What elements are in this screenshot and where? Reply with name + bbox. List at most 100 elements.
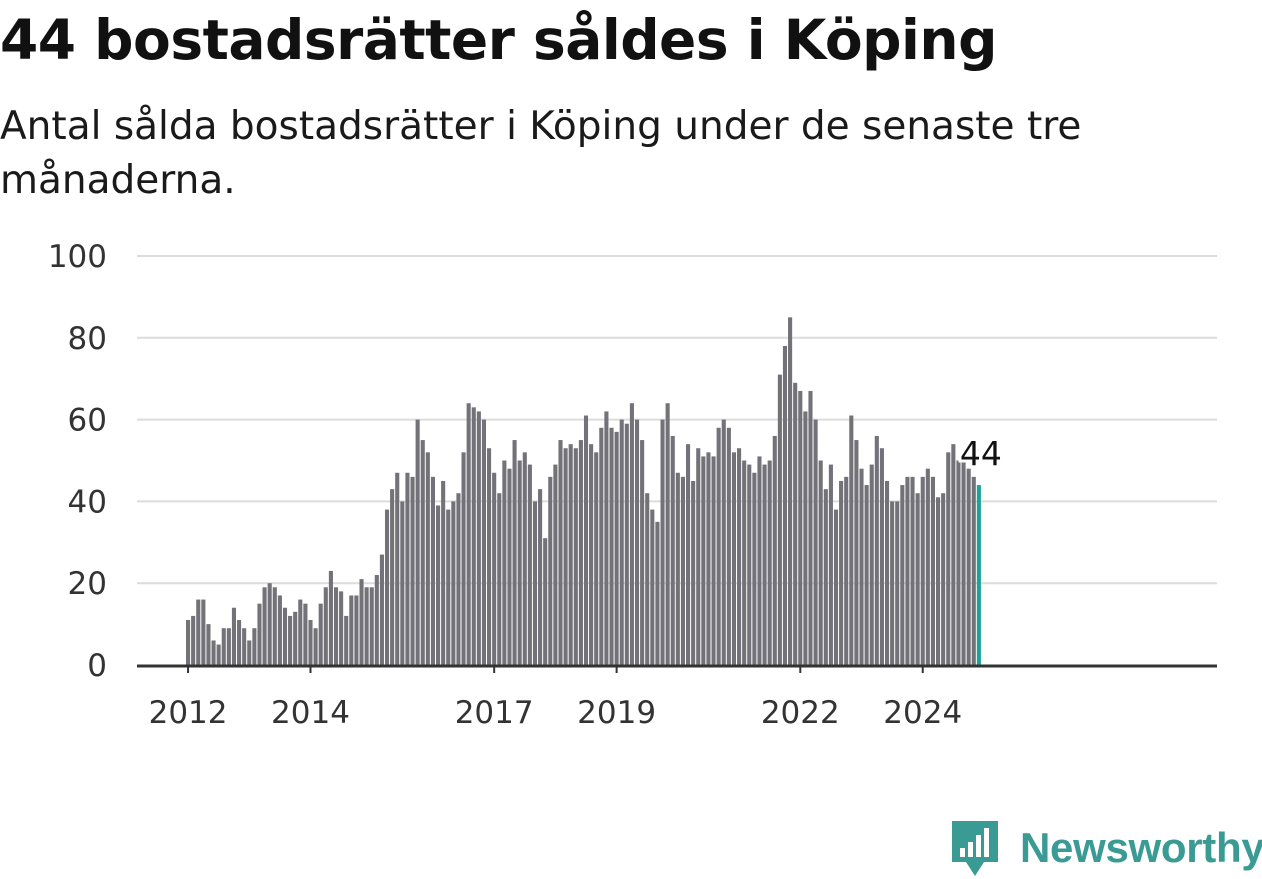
bar (558, 440, 563, 665)
bar (476, 411, 481, 665)
y-tick-label: 0 (87, 648, 107, 684)
bar-latest (976, 485, 981, 665)
bar (614, 431, 619, 665)
bar (221, 628, 226, 665)
bar (282, 607, 288, 665)
bar (670, 435, 675, 665)
chart-title: 44 bostadsrätter såldes i Köping (0, 8, 997, 72)
bar (910, 476, 915, 665)
bar (237, 620, 242, 665)
bar (578, 440, 583, 665)
bar (731, 452, 737, 665)
bar (553, 464, 558, 665)
bar (364, 587, 369, 665)
bar (793, 382, 798, 665)
bar (696, 448, 701, 665)
bar (451, 501, 456, 665)
bar (772, 435, 777, 665)
bar (517, 460, 522, 665)
bar (583, 415, 589, 665)
bar (655, 521, 660, 665)
grid-lines (137, 255, 1217, 585)
bar (777, 374, 782, 665)
bar (471, 407, 476, 665)
newsworthy-logo-icon (952, 821, 998, 876)
x-tick-label: 2019 (577, 695, 656, 731)
bar (869, 464, 874, 665)
bar (507, 468, 512, 665)
bar (828, 464, 833, 665)
bar (349, 595, 354, 665)
bar (522, 452, 527, 665)
bar (900, 485, 905, 665)
bar (461, 452, 466, 665)
bar (946, 452, 951, 665)
x-tick-label: 2017 (455, 695, 534, 731)
bar (935, 497, 941, 665)
bar (594, 452, 599, 665)
bar (436, 505, 441, 665)
y-tick-label: 60 (68, 403, 107, 439)
y-axis-labels: 0 20 40 60 80 100 (48, 239, 107, 684)
bar (425, 452, 430, 665)
x-tick-label: 2014 (271, 695, 350, 731)
bar (823, 489, 828, 665)
bar (487, 448, 492, 665)
bar (788, 317, 793, 665)
bar (410, 476, 415, 665)
bar (961, 460, 966, 665)
bar (318, 603, 323, 665)
bar (660, 419, 665, 665)
bar (619, 419, 624, 665)
bar (298, 599, 303, 665)
bar (737, 448, 742, 665)
bar (384, 509, 390, 665)
bar (497, 493, 502, 665)
bar (543, 538, 548, 665)
bar (548, 476, 553, 665)
x-tick-label: 2012 (149, 695, 228, 731)
bar (864, 485, 869, 665)
bar (895, 501, 900, 665)
bar (645, 493, 650, 665)
bar (925, 468, 930, 665)
bar (563, 448, 568, 665)
bar (369, 587, 374, 665)
bar (844, 476, 849, 665)
bar (706, 452, 711, 665)
y-tick-label: 20 (68, 566, 107, 602)
bar (395, 472, 400, 665)
bar (288, 615, 293, 665)
y-tick-label: 80 (68, 321, 107, 357)
bar (854, 440, 859, 665)
bar (833, 509, 839, 665)
bar (849, 415, 854, 665)
bar (711, 456, 716, 665)
bar (675, 472, 680, 665)
bar (201, 599, 206, 665)
bar (767, 460, 772, 665)
latest-value-label: 44 (960, 434, 1002, 473)
bar (813, 419, 818, 665)
bar (379, 554, 384, 665)
bar (941, 493, 946, 665)
bar (328, 570, 333, 665)
bar (629, 403, 634, 665)
bar (665, 403, 670, 665)
bar (226, 628, 231, 665)
bar (257, 603, 262, 665)
bar (691, 480, 696, 665)
bar (186, 620, 191, 665)
bar (374, 575, 379, 665)
bar (808, 390, 813, 665)
bar (481, 419, 487, 665)
bar (538, 489, 543, 665)
bar (293, 611, 298, 665)
bar (956, 460, 961, 665)
bar (650, 509, 655, 665)
bar (313, 628, 318, 665)
bar (798, 390, 803, 665)
bars (186, 317, 981, 665)
bar (757, 456, 762, 665)
bar (390, 489, 395, 665)
